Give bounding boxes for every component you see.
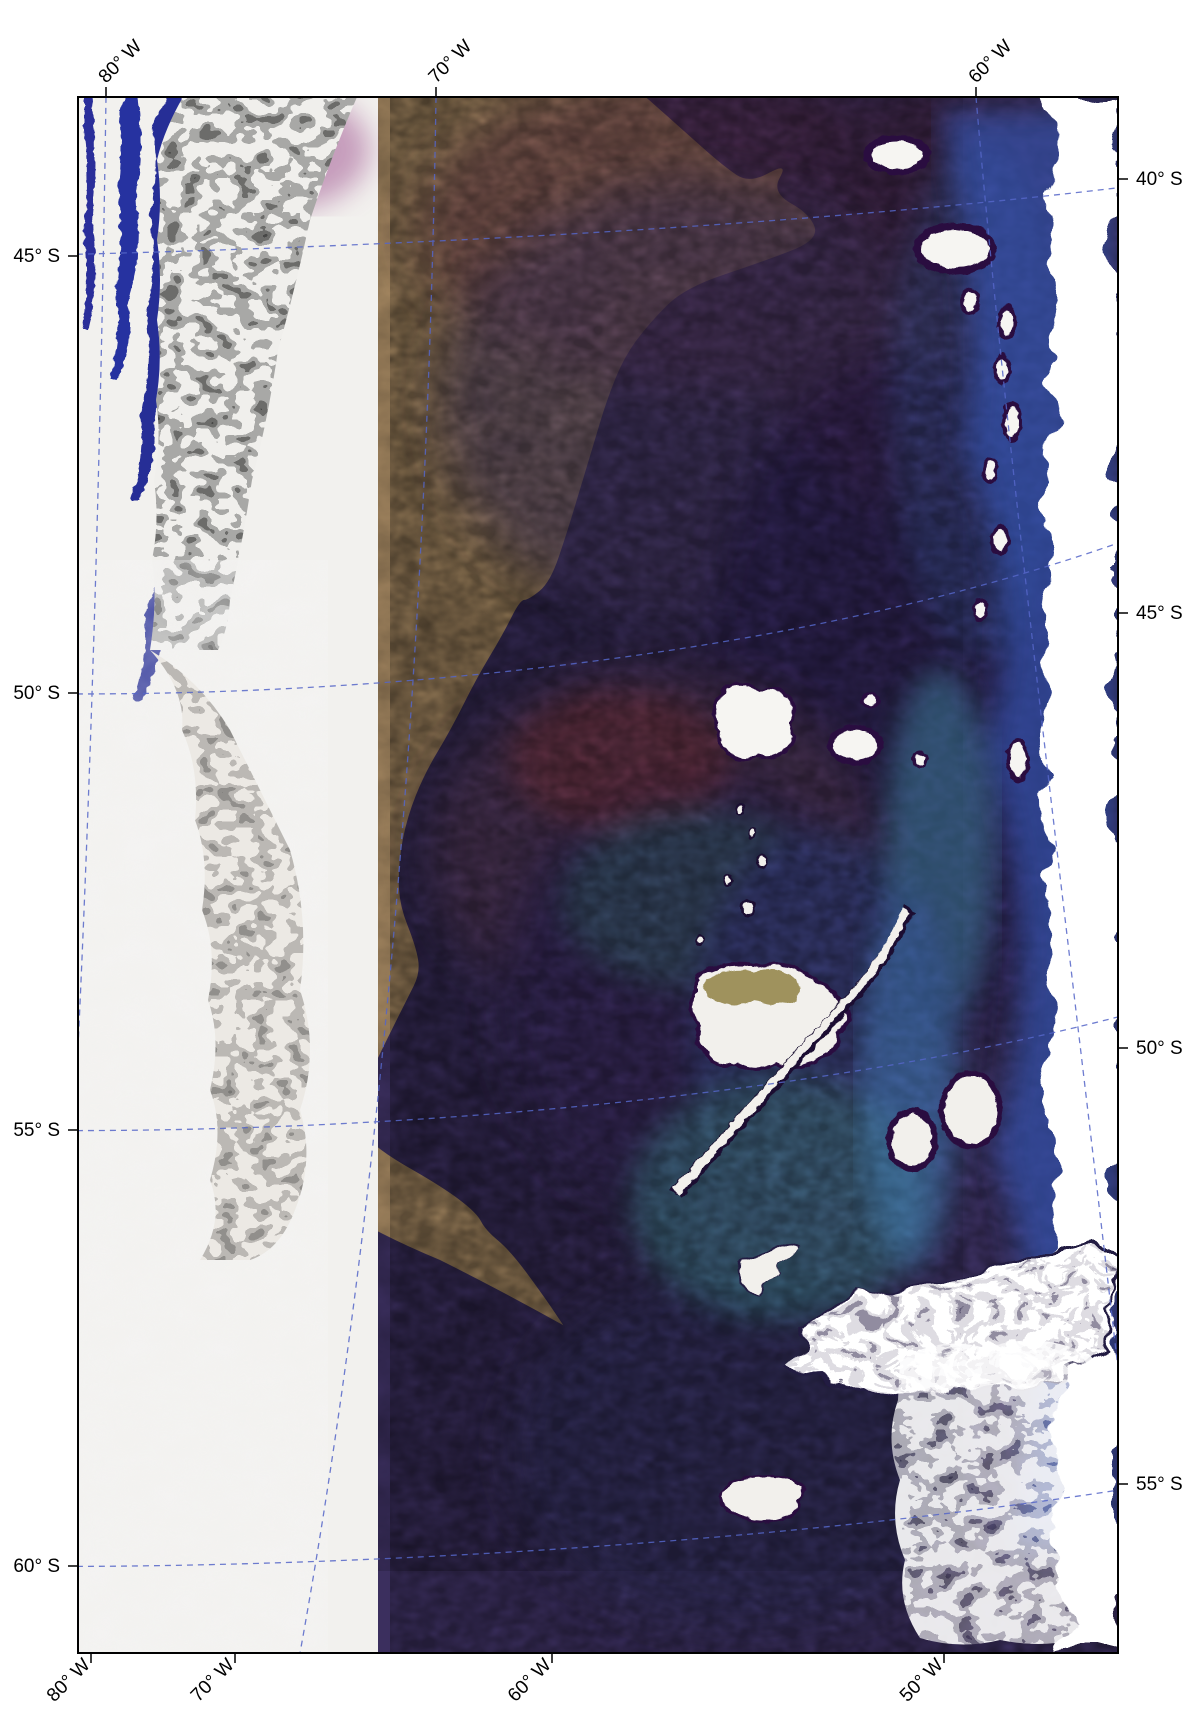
svg-text:55° S: 55° S [1136, 1474, 1183, 1495]
svg-text:45° S: 45° S [1136, 603, 1183, 624]
svg-text:50° S: 50° S [1136, 1038, 1183, 1059]
svg-text:45° S: 45° S [13, 246, 60, 267]
svg-text:40° S: 40° S [1136, 169, 1183, 190]
svg-text:60° S: 60° S [13, 1556, 60, 1577]
svg-text:55° S: 55° S [13, 1120, 60, 1141]
svg-text:50° S: 50° S [13, 683, 60, 704]
